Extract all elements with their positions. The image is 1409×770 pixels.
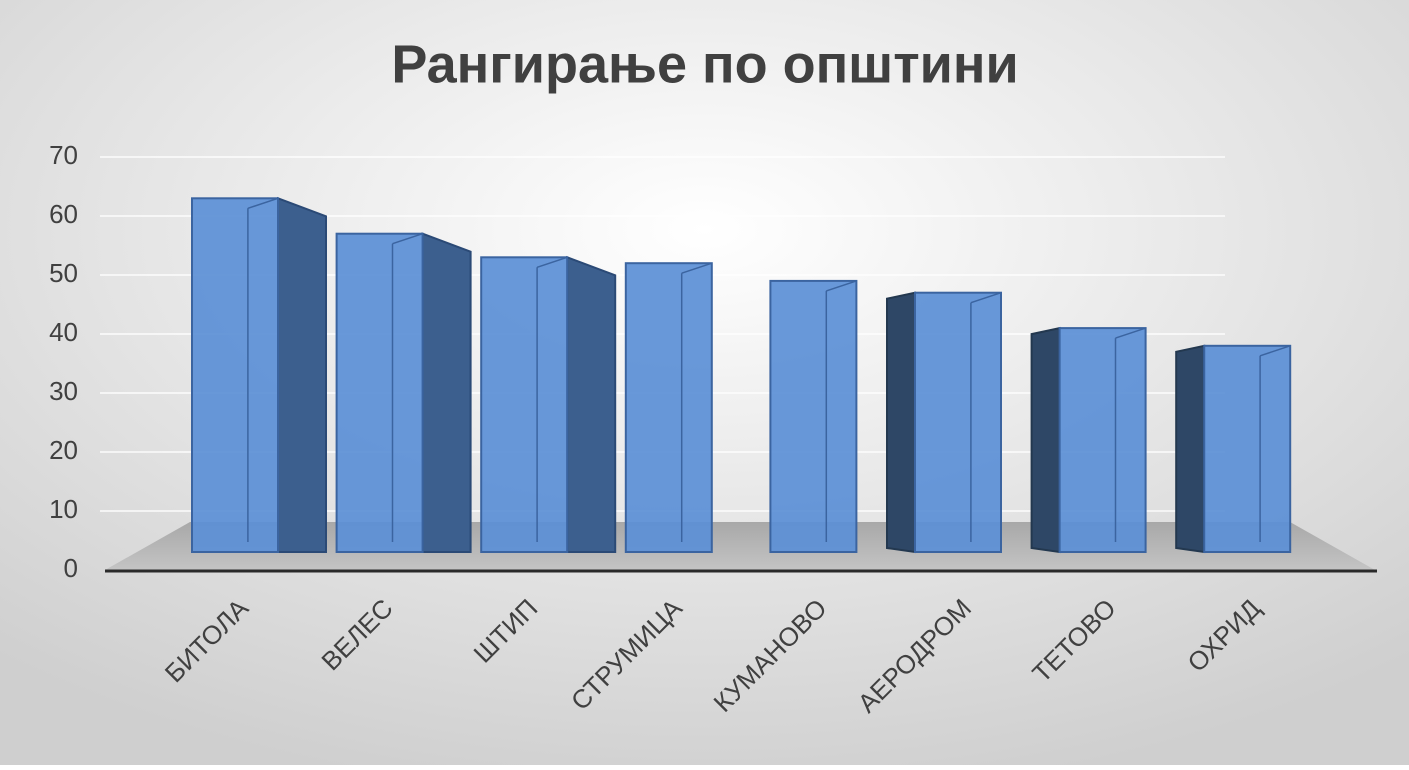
bar-side: [421, 232, 472, 553]
bar-side: [566, 255, 617, 553]
bar-edge: [681, 262, 713, 274]
bar: [769, 279, 858, 553]
bar: [624, 262, 713, 553]
y-tick-label: 60: [49, 199, 78, 229]
y-tick-label: 30: [49, 376, 78, 406]
y-tick-label: 70: [49, 140, 78, 170]
y-tick-label: 50: [49, 258, 78, 288]
bar: [480, 256, 569, 553]
bar: [335, 232, 424, 553]
bar-edge: [1259, 345, 1291, 357]
chart-title: Рангирање по општини: [391, 34, 1018, 94]
bar: [1203, 344, 1292, 553]
bar-side: [1030, 326, 1061, 554]
y-tick-label: 20: [49, 435, 78, 465]
bar-side: [277, 196, 327, 553]
bar-edge: [392, 232, 423, 245]
bar-edge: [247, 197, 279, 210]
y-tick-label: 0: [64, 553, 78, 583]
bar-edge: [826, 280, 857, 292]
bar-edge: [1115, 327, 1146, 339]
bar-side: [886, 291, 916, 554]
bars: [191, 196, 1292, 554]
bar: [914, 291, 1002, 553]
y-tick-label: 10: [49, 494, 78, 524]
bar: [191, 197, 279, 554]
bar-edge: [970, 291, 1002, 304]
bar: [1058, 327, 1147, 553]
bar-edge: [536, 256, 568, 269]
bar-side: [1175, 344, 1206, 554]
y-tick-label: 40: [49, 317, 78, 347]
